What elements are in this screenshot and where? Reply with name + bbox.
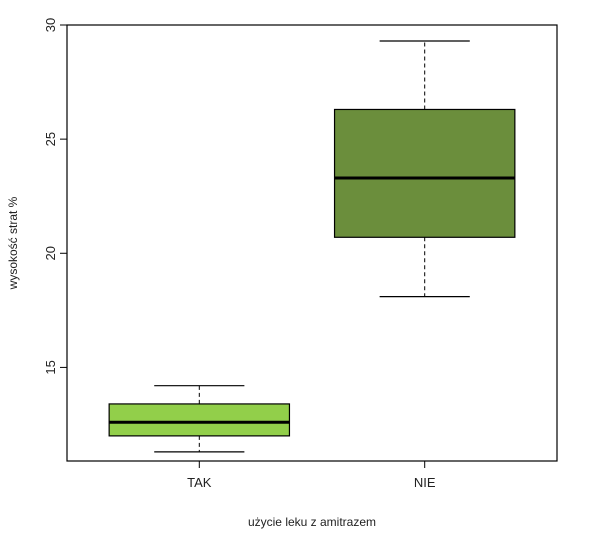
box-nie [333, 40, 516, 298]
y-tick-label: 20 [43, 246, 58, 260]
interquartile-box [108, 403, 291, 437]
x-axis: TAK NIE [187, 461, 436, 490]
y-tick-label: 25 [43, 132, 58, 146]
y-tick-label: 15 [43, 360, 58, 374]
plot-area [66, 24, 558, 462]
y-axis: 15 20 25 30 [43, 18, 67, 375]
x-axis-title: użycie leku z amitrazem [248, 515, 376, 529]
y-axis-title: wysokość strat % [6, 196, 20, 290]
box-tak [108, 385, 291, 453]
box-series [108, 40, 516, 453]
x-tick-label: TAK [187, 475, 212, 490]
interquartile-box [333, 108, 516, 238]
y-tick-label: 30 [43, 18, 58, 32]
x-tick-label: NIE [414, 475, 436, 490]
